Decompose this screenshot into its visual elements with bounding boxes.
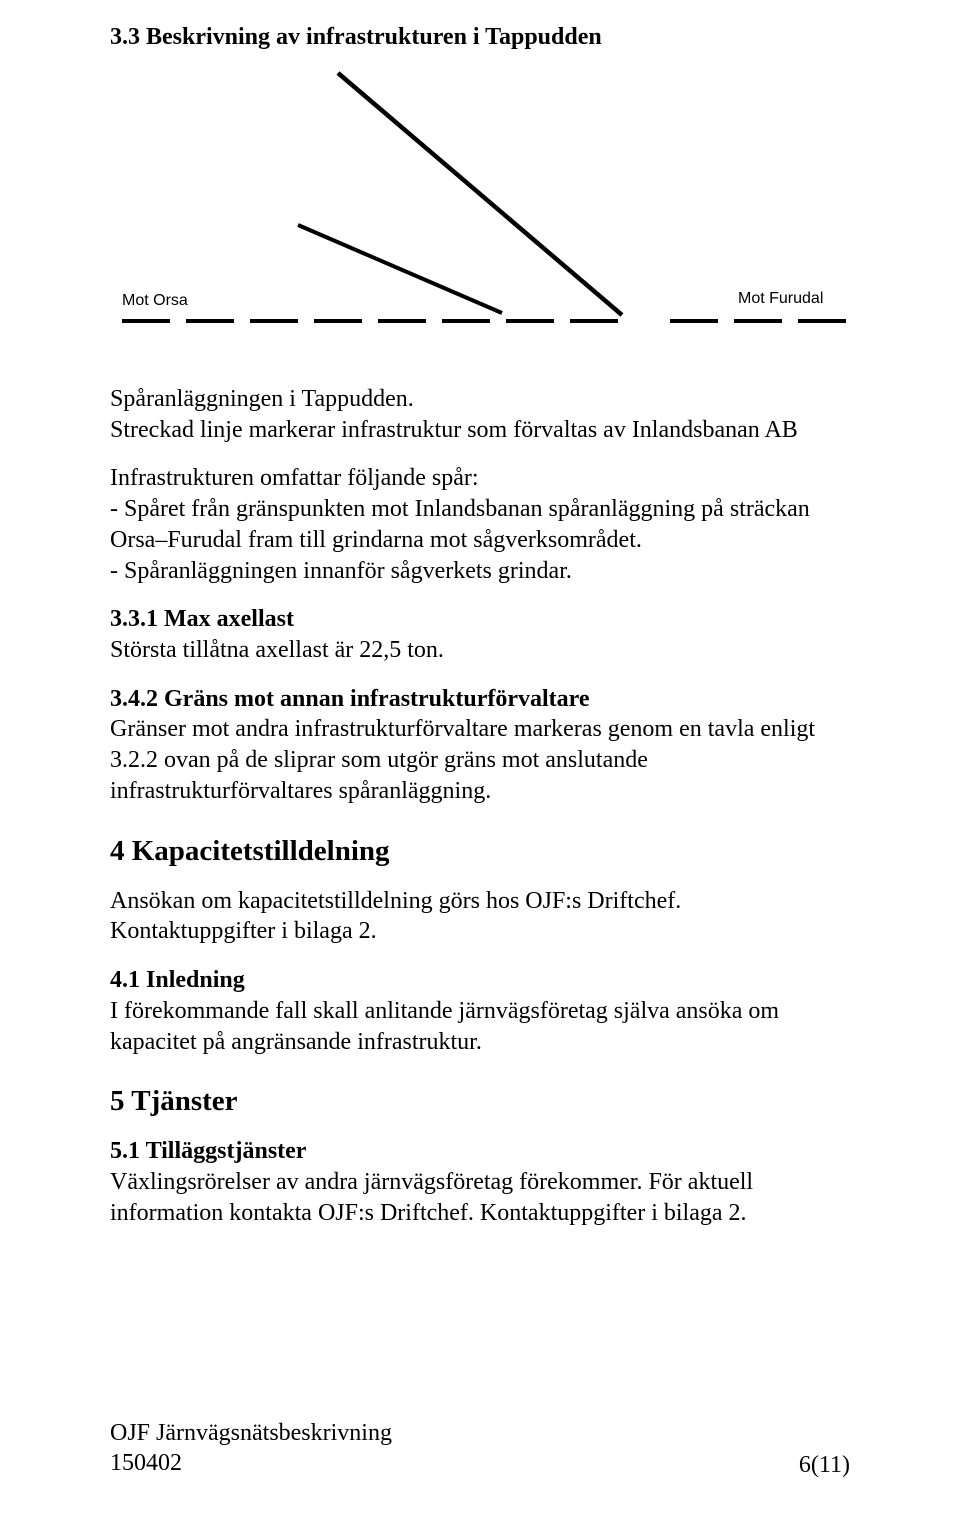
heading-5: 5 Tjänster [110, 1085, 850, 1118]
sec-5-1-body: Växlingsrörelser av andra järnvägsföreta… [110, 1169, 753, 1226]
footer-page-number: 6(11) [799, 1452, 850, 1479]
footer-date: 150402 [110, 1450, 182, 1476]
sec-3-3-1-body: Största tillåtna axellast är 22,5 ton. [110, 637, 444, 663]
intro-paragraph: Spåranläggningen i Tappudden. [110, 384, 850, 415]
svg-text:Mot Orsa: Mot Orsa [122, 292, 188, 309]
heading-4: 4 Kapacitetstilldelning [110, 835, 850, 868]
svg-text:Mot Furudal: Mot Furudal [738, 290, 823, 307]
footer-doc-title: OJF Järnvägsnätsbeskrivning [110, 1420, 392, 1446]
sec-3-3-1-heading: 3.3.1 Max axellast [110, 606, 294, 632]
desc-list-item-1: - Spåret från gränspunkten mot Inlandsba… [110, 494, 850, 555]
sec-3-3-1: 3.3.1 Max axellast Största tillåtna axel… [110, 604, 850, 665]
footer-left: OJF Järnvägsnätsbeskrivning 150402 [110, 1418, 392, 1479]
sec-5-1: 5.1 Tilläggstjänster Växlingsrörelser av… [110, 1136, 850, 1228]
desc-list-intro: Infrastrukturen omfattar följande spår: [110, 463, 850, 494]
sec-4-1: 4.1 Inledning I förekommande fall skall … [110, 965, 850, 1057]
sec-3-4-2-heading: 3.4.2 Gräns mot annan infrastrukturförva… [110, 686, 590, 712]
desc-list-item-2: - Spåranläggningen innanför sågverkets g… [110, 556, 850, 587]
sec-4-body: Ansökan om kapacitetstilldelning görs ho… [110, 886, 850, 947]
sec-5-1-heading: 5.1 Tilläggstjänster [110, 1138, 306, 1164]
heading-3-3: 3.3 Beskrivning av infrastrukturen i Tap… [110, 24, 850, 51]
desc-paragraph-1: Streckad linje markerar infrastruktur so… [110, 415, 850, 446]
sec-4-1-heading: 4.1 Inledning [110, 967, 245, 993]
sec-4-1-body: I förekommande fall skall anlitande järn… [110, 998, 779, 1055]
sec-3-4-2: 3.4.2 Gräns mot annan infrastrukturförva… [110, 684, 850, 807]
sec-3-4-2-body: Gränser mot andra infrastrukturförvaltar… [110, 716, 815, 803]
track-diagram: Mot Orsa Mot Furudal [110, 65, 850, 360]
page: 3.3 Beskrivning av infrastrukturen i Tap… [0, 0, 960, 1515]
page-footer: OJF Järnvägsnätsbeskrivning 150402 6(11) [110, 1418, 850, 1479]
track-diagram-svg: Mot Orsa Mot Furudal [110, 65, 850, 355]
